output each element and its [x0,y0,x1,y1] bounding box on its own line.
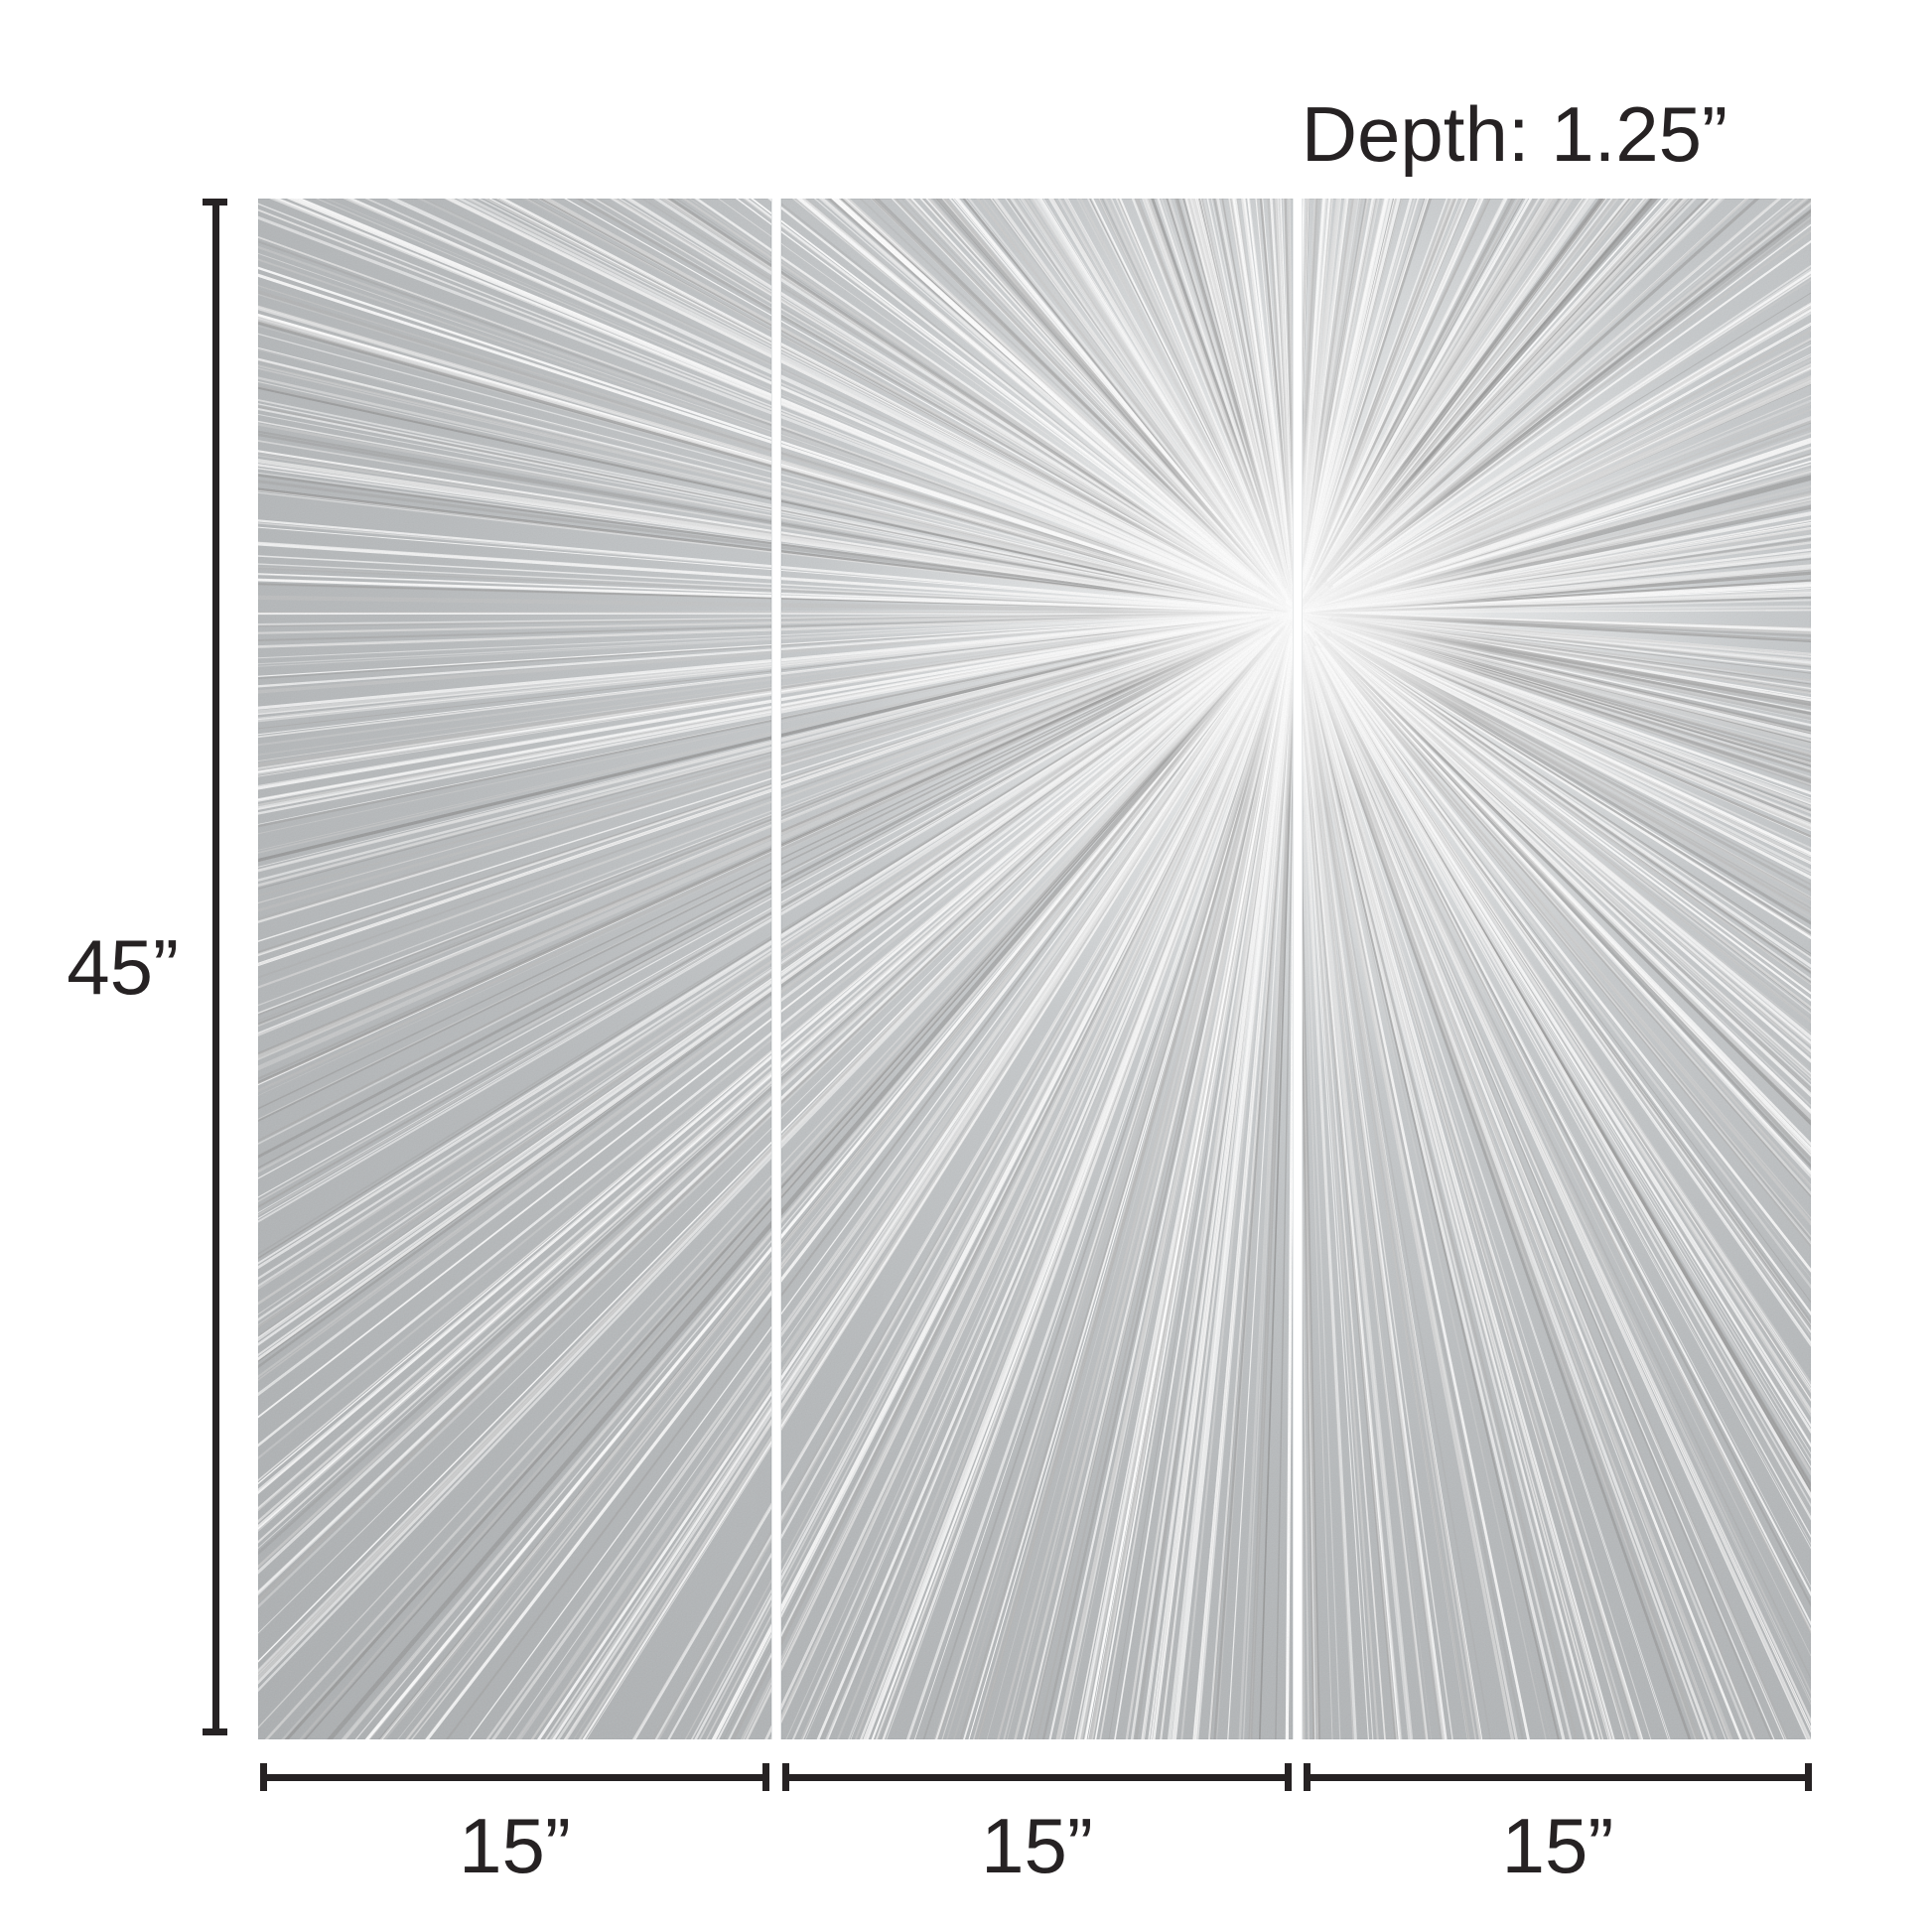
width-dimension-line-3-left-tick [1304,1763,1311,1791]
width-dimension-line-2-bar [782,1774,1292,1781]
height-dimension-bottom-cap [203,1728,227,1735]
width-dimension-line-2-left-tick [782,1763,789,1791]
width-dimension-line-3-right-tick [1805,1763,1812,1791]
wall-art-image [258,199,1811,1739]
height-label: 45” [67,923,179,1011]
width-dimension-line-1 [260,1763,769,1791]
width-dimension-line-1-right-tick [762,1763,769,1791]
width-dimension-line-3-bar [1304,1774,1812,1781]
width-dimension-line-3 [1304,1763,1812,1791]
height-dimension-line [212,199,219,1735]
texture-grain [258,199,1811,1739]
width-dimension-line-1-left-tick [260,1763,267,1791]
width-dimension-line-2-right-tick [1285,1763,1292,1791]
depth-label: Depth: 1.25” [1301,90,1727,178]
width-label-3: 15” [1501,1802,1614,1889]
width-label-2: 15” [981,1802,1093,1889]
width-dimension-line-2 [782,1763,1292,1791]
width-label-1: 15” [459,1802,571,1889]
width-dimension-line-1-bar [260,1774,769,1781]
